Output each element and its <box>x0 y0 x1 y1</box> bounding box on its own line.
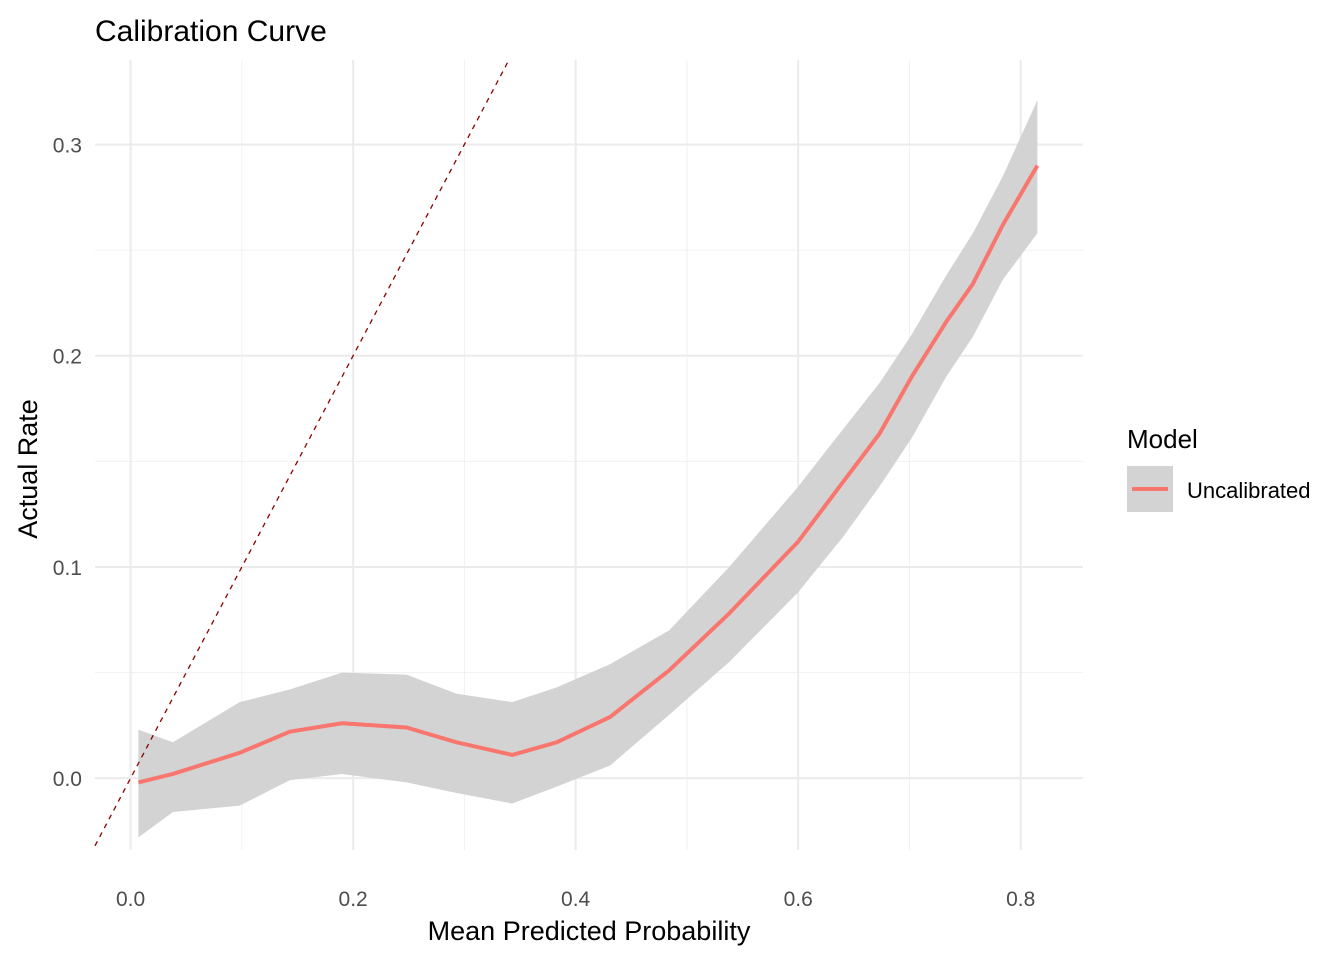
reference-line <box>94 59 510 847</box>
x-axis-label: Mean Predicted Probability <box>428 916 751 946</box>
y-axis-ticks: 0.0 0.1 0.2 0.3 <box>53 134 82 791</box>
confidence-band-area <box>138 100 1038 838</box>
legend: Model Uncalibrated <box>1127 424 1311 512</box>
y-tick-label: 0.2 <box>53 346 82 369</box>
y-tick-label: 0.1 <box>53 557 82 580</box>
y-tick-label: 0.3 <box>53 134 82 157</box>
x-tick-label: 0.2 <box>339 888 368 911</box>
diagonal-reference-line <box>94 59 510 847</box>
x-tick-label: 0.8 <box>1006 888 1035 911</box>
x-tick-label: 0.6 <box>784 888 813 911</box>
series-line-uncalibrated <box>137 164 1040 785</box>
x-axis-ticks: 0.0 0.2 0.4 0.6 0.8 <box>116 888 1035 911</box>
y-tick-label: 0.0 <box>53 768 82 791</box>
series-lines <box>137 164 1040 785</box>
legend-entry-uncalibrated: Uncalibrated <box>1187 478 1311 503</box>
x-tick-label: 0.0 <box>116 888 145 911</box>
y-axis-label: Actual Rate <box>13 399 43 539</box>
x-tick-label: 0.4 <box>561 888 591 911</box>
confidence-band <box>138 100 1038 838</box>
chart-title: Calibration Curve <box>95 15 327 48</box>
legend-title: Model <box>1127 424 1198 454</box>
